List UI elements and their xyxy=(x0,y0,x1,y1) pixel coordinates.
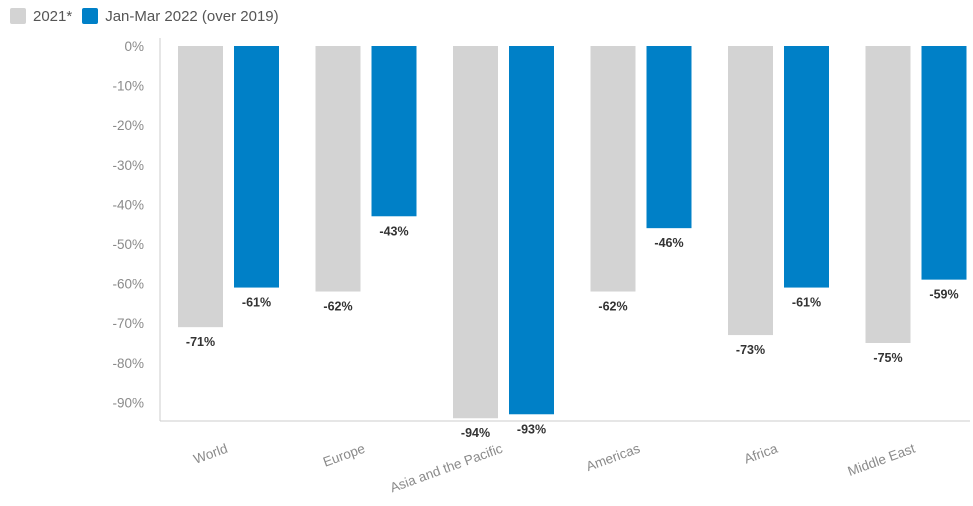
data-label: -62% xyxy=(323,300,352,314)
legend-swatch-2022 xyxy=(82,8,99,24)
legend-label-2022: Jan-Mar 2022 (over 2019) xyxy=(105,7,279,25)
y-tick-label: -40% xyxy=(112,197,144,212)
y-tick-label: -30% xyxy=(112,158,144,173)
bar-2021 xyxy=(865,46,911,343)
bar-2022 xyxy=(784,46,829,288)
bar-2022 xyxy=(234,46,279,288)
legend: 2021* Jan-Mar 2022 (over 2019) xyxy=(10,4,279,28)
data-label: -43% xyxy=(379,224,408,238)
bar-2021 xyxy=(728,46,773,336)
category-label: Africa xyxy=(742,441,780,467)
category-label: Americas xyxy=(584,441,642,474)
category-label: Asia and the Pacific xyxy=(388,441,505,496)
bar-2021 xyxy=(590,46,636,292)
bar-2021 xyxy=(315,46,361,292)
y-tick-label: -90% xyxy=(112,395,144,410)
data-label: -75% xyxy=(873,351,902,365)
category-label: Middle East xyxy=(846,441,918,479)
bar-2022 xyxy=(371,46,417,217)
data-label: -71% xyxy=(186,335,215,349)
bar-2021 xyxy=(178,46,223,328)
bar-2022 xyxy=(921,46,967,280)
data-label: -93% xyxy=(517,422,546,436)
data-label: -46% xyxy=(654,236,683,250)
legend-item-2022[interactable]: Jan-Mar 2022 (over 2019) xyxy=(82,7,279,25)
y-tick-label: -10% xyxy=(112,79,144,94)
legend-swatch-2021 xyxy=(10,8,26,24)
y-tick-label: -20% xyxy=(112,118,144,133)
bar-2022 xyxy=(646,46,692,229)
data-label: -61% xyxy=(792,296,821,310)
data-label: -61% xyxy=(242,296,271,310)
y-tick-label: -50% xyxy=(112,237,144,252)
data-label: -73% xyxy=(736,343,765,357)
legend-item-2021[interactable]: 2021* xyxy=(10,8,72,25)
y-tick-label: -70% xyxy=(112,316,144,331)
category-label: World xyxy=(191,441,229,467)
data-label: -62% xyxy=(598,300,627,314)
y-tick-label: -80% xyxy=(112,356,144,371)
bar-2022 xyxy=(509,46,554,415)
bar-2021 xyxy=(453,46,498,419)
y-tick-label: 0% xyxy=(124,39,144,54)
legend-label-2021: 2021* xyxy=(33,7,73,25)
y-tick-label: -60% xyxy=(112,277,144,292)
category-label: Europe xyxy=(321,441,367,470)
data-label: -94% xyxy=(461,426,490,440)
data-label: -59% xyxy=(929,288,958,302)
